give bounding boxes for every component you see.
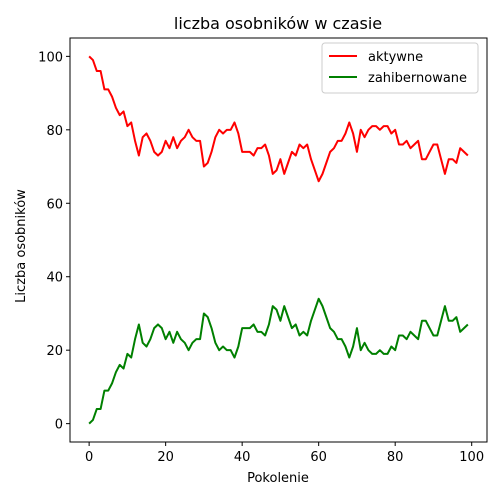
legend-label-aktywne: aktywne [368, 50, 423, 65]
x-tick-label: 40 [234, 450, 251, 465]
x-tick-label: 0 [85, 450, 93, 465]
y-tick-label: 60 [46, 197, 63, 212]
y-tick-label: 80 [46, 124, 63, 139]
legend: aktywne zahibernowane [322, 43, 478, 93]
y-tick-label: 40 [46, 271, 63, 286]
x-tick-label: 60 [310, 450, 327, 465]
x-tick-label: 20 [157, 450, 174, 465]
y-tick-label: 100 [38, 50, 63, 65]
y-tick-label: 0 [55, 418, 63, 433]
legend-label-zahibernowane: zahibernowane [368, 71, 467, 86]
x-tick-label: 100 [459, 450, 484, 465]
y-axis-title: Liczba osobników [14, 189, 29, 303]
chart-title: liczba osobników w czasie [174, 14, 382, 33]
x-tick-label: 80 [387, 450, 404, 465]
x-axis-title: Pokolenie [247, 471, 309, 486]
y-tick-label: 20 [46, 344, 63, 359]
